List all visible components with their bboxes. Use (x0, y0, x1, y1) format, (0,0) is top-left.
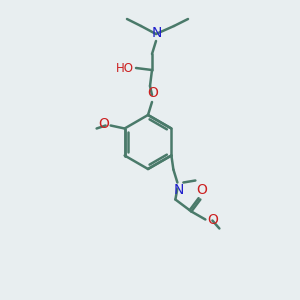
Text: O: O (207, 214, 218, 227)
Text: HO: HO (116, 61, 134, 74)
Text: O: O (99, 118, 110, 131)
Text: O: O (196, 182, 207, 197)
Text: N: N (152, 26, 162, 40)
Text: N: N (173, 184, 184, 197)
Text: O: O (148, 86, 158, 100)
